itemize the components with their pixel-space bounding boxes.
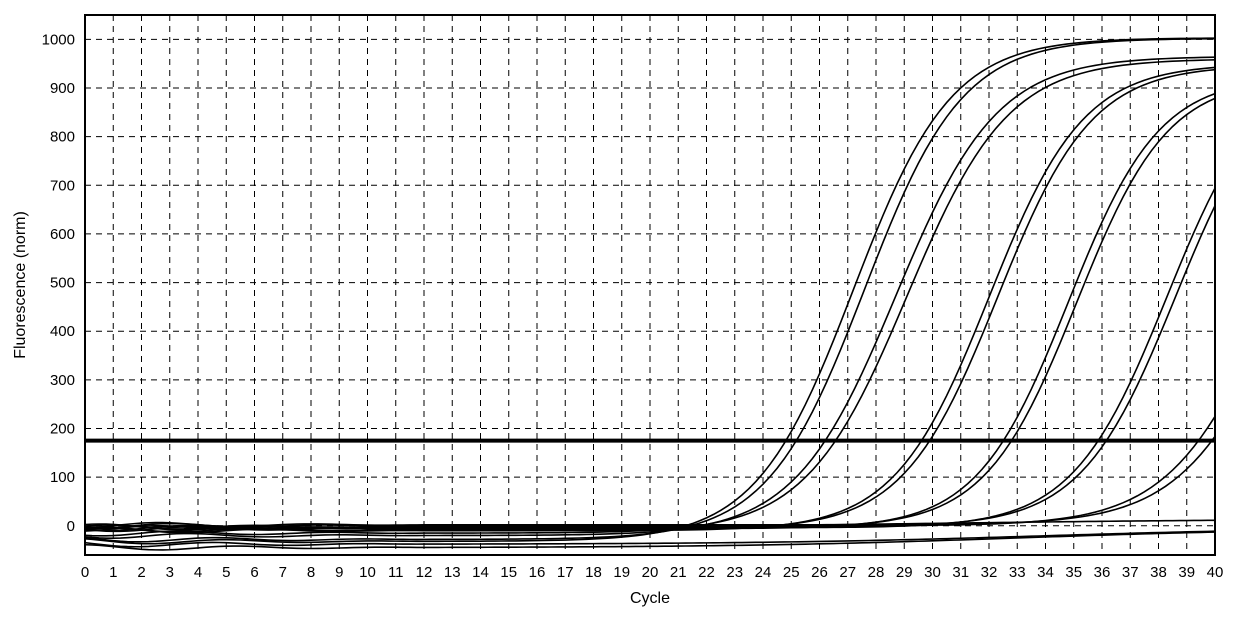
x-tick-label: 14 [472,564,489,581]
amplification-chart: 0100200300400500600700800900100001234567… [0,0,1239,627]
x-tick-label: 35 [1065,564,1082,581]
x-tick-label: 22 [698,564,715,581]
y-tick-label: 400 [50,323,75,340]
x-tick-label: 25 [783,564,800,581]
x-tick-label: 15 [500,564,517,581]
y-tick-label: 1000 [42,31,75,48]
y-tick-label: 300 [50,372,75,389]
x-tick-label: 32 [981,564,998,581]
x-tick-label: 37 [1122,564,1139,581]
x-tick-label: 28 [868,564,885,581]
x-tick-label: 39 [1178,564,1195,581]
x-tick-label: 38 [1150,564,1167,581]
x-tick-label: 21 [670,564,687,581]
x-tick-label: 6 [250,564,258,581]
y-tick-label: 600 [50,226,75,243]
x-tick-label: 11 [388,564,404,581]
x-tick-label: 29 [896,564,913,581]
x-tick-label: 2 [137,564,145,581]
x-tick-label: 17 [557,564,574,581]
x-tick-label: 33 [1009,564,1026,581]
x-tick-label: 7 [279,564,287,581]
x-tick-label: 12 [416,564,433,581]
x-tick-label: 20 [642,564,659,581]
x-tick-label: 40 [1207,564,1224,581]
y-tick-label: 800 [50,129,75,146]
x-tick-label: 19 [613,564,630,581]
x-tick-label: 23 [726,564,743,581]
x-tick-label: 4 [194,564,202,581]
x-axis-label: Cycle [630,590,670,607]
y-tick-label: 900 [50,80,75,97]
y-tick-label: 0 [67,518,75,535]
x-tick-label: 36 [1094,564,1111,581]
x-tick-label: 27 [839,564,856,581]
x-tick-label: 34 [1037,564,1054,581]
x-tick-label: 18 [585,564,602,581]
x-tick-label: 26 [811,564,828,581]
x-tick-label: 16 [529,564,546,581]
x-tick-label: 1 [109,564,117,581]
x-tick-label: 5 [222,564,230,581]
x-tick-label: 30 [924,564,941,581]
x-tick-label: 3 [166,564,174,581]
x-tick-label: 10 [359,564,376,581]
x-tick-label: 24 [755,564,772,581]
x-tick-label: 13 [444,564,461,581]
y-tick-label: 700 [50,177,75,194]
x-tick-label: 8 [307,564,315,581]
x-tick-label: 0 [81,564,89,581]
x-tick-label: 9 [335,564,343,581]
chart-svg: 0100200300400500600700800900100001234567… [0,0,1239,627]
x-tick-label: 31 [952,564,969,581]
y-tick-label: 200 [50,421,75,438]
y-tick-label: 500 [50,275,75,292]
y-tick-label: 100 [50,469,75,486]
y-axis-label: Fluorescence (norm) [12,211,29,359]
